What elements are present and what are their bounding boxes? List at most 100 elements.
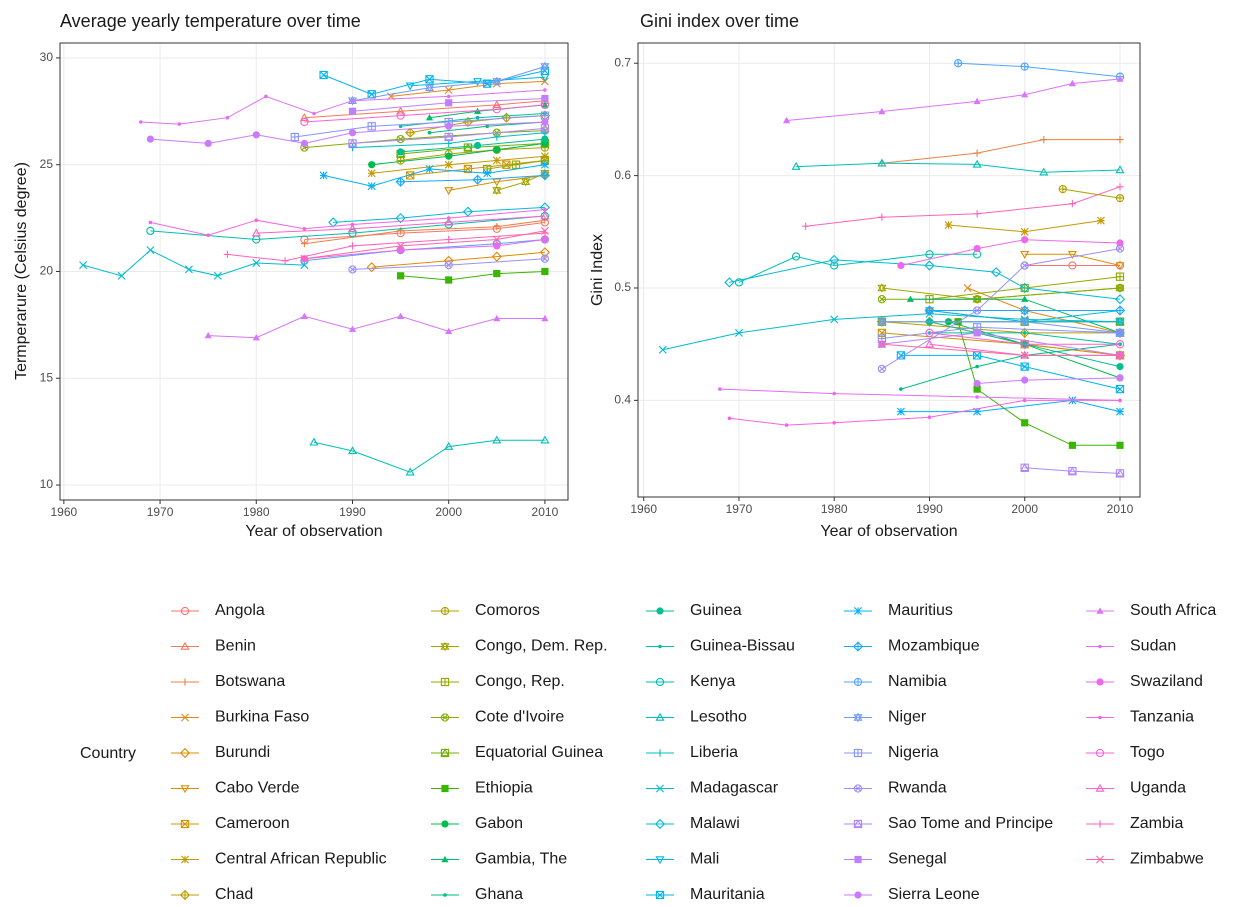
- data-point: [1115, 272, 1125, 281]
- marker-part: [485, 124, 489, 129]
- marker-part: [1116, 194, 1124, 202]
- marker-part: [491, 251, 502, 262]
- marker-part: [252, 131, 260, 139]
- data-point: [444, 441, 454, 450]
- data-point: [366, 262, 377, 273]
- marker-part: [368, 122, 376, 130]
- data-point: [204, 332, 212, 339]
- y-axis-title: Termperarure (Celsius degree): [13, 162, 30, 380]
- marker-part: [853, 819, 863, 829]
- data-point: [445, 152, 453, 160]
- marker-part: [180, 785, 190, 794]
- legend-label: Ghana: [475, 886, 523, 903]
- chart-title: Average yearly temperature over time: [60, 11, 361, 31]
- series-line: Lesotho: [313, 439, 545, 473]
- data-point: [117, 271, 126, 280]
- legend-label: Liberia: [690, 744, 738, 761]
- data-point: [896, 407, 905, 416]
- legend-item: Swaziland: [1086, 673, 1203, 690]
- marker-part: [1096, 216, 1105, 225]
- marker-part: [180, 606, 190, 616]
- data-point: [319, 70, 328, 80]
- marker-part: [1021, 295, 1029, 302]
- legend-label: Uganda: [1130, 780, 1186, 797]
- series-line: Liberia: [352, 132, 545, 149]
- marker-part: [146, 246, 155, 255]
- marker-part: [924, 339, 935, 348]
- data-point: [502, 160, 511, 169]
- x-tick-label: 2000: [435, 505, 462, 519]
- marker-part: [925, 295, 934, 304]
- data-point: [302, 227, 307, 231]
- legend-item: Guinea-Bissau: [646, 638, 795, 655]
- data-point: [541, 267, 549, 276]
- marker-part: [473, 175, 482, 185]
- data-point: [1019, 282, 1030, 294]
- series-line: Namibia: [304, 239, 545, 262]
- series-line: Burkina Faso: [390, 80, 545, 97]
- legend-label: Zambia: [1130, 815, 1183, 832]
- data-point: [493, 133, 501, 141]
- marker-part: [1095, 783, 1105, 792]
- data-point: [540, 61, 550, 72]
- data-point: [300, 117, 309, 127]
- marker-part: [440, 677, 450, 687]
- marker-part: [396, 241, 405, 250]
- marker-part: [312, 111, 316, 116]
- data-point: [830, 261, 839, 270]
- marker-part: [366, 262, 377, 273]
- data-point: [975, 364, 979, 369]
- data-point: [424, 83, 435, 93]
- marker-part: [405, 128, 415, 138]
- marker-part: [181, 820, 189, 828]
- marker-part: [1096, 855, 1104, 864]
- marker-part: [1115, 468, 1125, 477]
- data-point: [350, 98, 355, 103]
- marker-part: [139, 120, 143, 124]
- marker-part: [654, 818, 666, 830]
- data-point: [925, 328, 934, 338]
- marker-part: [1116, 136, 1124, 144]
- marker-part: [734, 278, 744, 287]
- marker-part: [656, 749, 664, 757]
- marker-part: [784, 423, 789, 427]
- marker-part: [367, 169, 376, 178]
- series-line: Gabon: [371, 142, 545, 166]
- marker-part: [541, 216, 549, 224]
- marker-part: [791, 252, 801, 261]
- marker-part: [1116, 75, 1124, 82]
- data-point: [973, 329, 981, 337]
- data-point: [541, 135, 549, 143]
- legend-item: Guinea: [646, 602, 742, 619]
- data-point: [727, 416, 732, 421]
- data-point: [541, 118, 549, 126]
- marker-part: [1020, 318, 1030, 327]
- marker-part: [309, 437, 319, 446]
- marker-part: [735, 328, 743, 337]
- marker-part: [442, 714, 448, 721]
- marker-part: [444, 441, 454, 450]
- marker-part: [1067, 466, 1077, 475]
- data-point: [541, 101, 549, 108]
- marker-part: [1116, 441, 1124, 449]
- marker-part: [1095, 748, 1105, 758]
- marker-part: [925, 306, 934, 315]
- marker-part: [463, 142, 473, 151]
- marker-part: [1115, 469, 1125, 478]
- data-point: [1020, 340, 1029, 349]
- marker-part: [252, 259, 261, 267]
- data-point: [299, 112, 309, 121]
- data-point: [832, 421, 836, 425]
- marker-part: [300, 312, 308, 319]
- data-point: [924, 339, 935, 348]
- legend-label: Botswana: [215, 673, 285, 690]
- marker-part: [540, 226, 549, 235]
- marker-part: [541, 135, 549, 143]
- marker-part: [879, 296, 885, 303]
- marker-part: [1115, 165, 1125, 174]
- data-point: [348, 265, 357, 274]
- data-point: [472, 174, 483, 185]
- marker-part: [444, 260, 453, 270]
- marker-part: [973, 245, 981, 253]
- series-line: Swaziland: [900, 239, 1121, 266]
